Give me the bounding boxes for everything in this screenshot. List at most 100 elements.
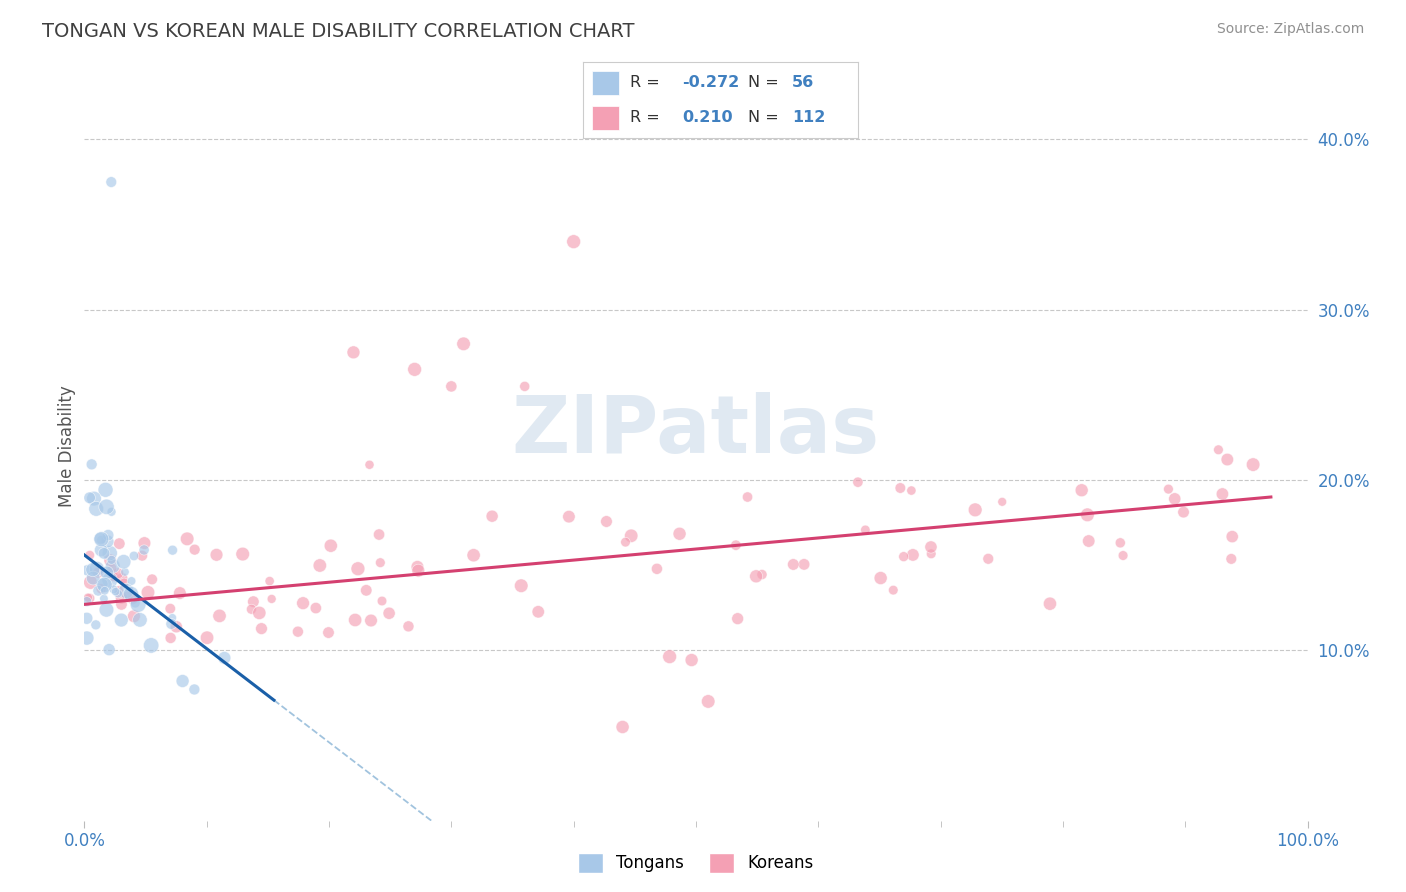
Point (84, 501, 107, 516)
Point (260, 591, 283, 606)
Point (1173, 505, 1195, 519)
Point (889, 481, 911, 495)
Text: 112: 112 (792, 111, 825, 125)
Bar (592, 70, 619, 95)
Point (127, 598, 149, 612)
Point (103, 569, 125, 583)
Point (292, 596, 315, 610)
Point (76, 563, 98, 577)
Point (737, 490, 759, 504)
Point (370, 556, 392, 570)
Point (165, 620, 187, 634)
Point (1109, 536, 1132, 550)
Point (1157, 482, 1180, 496)
Bar (592, 105, 619, 130)
Point (658, 649, 681, 664)
Point (87, 583, 110, 598)
Point (1164, 491, 1187, 506)
Point (612, 720, 634, 734)
Point (371, 594, 394, 608)
Point (793, 558, 815, 572)
Point (406, 560, 429, 574)
Point (136, 585, 159, 599)
Point (724, 538, 747, 552)
Point (893, 549, 915, 564)
Point (1241, 458, 1264, 472)
Point (96, 500, 118, 514)
Point (90, 582, 112, 596)
Point (129, 613, 152, 627)
Point (614, 535, 637, 549)
Point (172, 673, 194, 688)
Point (527, 605, 550, 619)
Point (79, 491, 101, 505)
Point (89, 532, 111, 546)
Point (82, 563, 104, 577)
Point (83, 491, 105, 506)
Point (84, 618, 107, 632)
Point (259, 574, 281, 588)
Point (120, 587, 142, 601)
Point (463, 548, 485, 562)
Point (82, 571, 104, 585)
Text: 56: 56 (792, 76, 814, 90)
Point (1216, 452, 1239, 467)
Point (354, 583, 377, 598)
Text: R =: R = (630, 76, 659, 90)
Point (368, 527, 391, 541)
Point (91, 577, 114, 591)
Point (977, 551, 1000, 566)
Point (183, 542, 205, 557)
Text: N =: N = (748, 111, 779, 125)
Point (1112, 549, 1135, 563)
Point (305, 601, 328, 615)
Point (124, 596, 146, 610)
Point (90, 543, 112, 558)
Legend: Tongans, Koreans: Tongans, Koreans (571, 847, 821, 880)
Point (287, 624, 309, 639)
Point (169, 586, 191, 600)
Point (160, 616, 183, 631)
Point (900, 483, 922, 498)
Point (100, 175, 122, 189)
Point (111, 571, 134, 585)
Text: Source: ZipAtlas.com: Source: ZipAtlas.com (1216, 22, 1364, 37)
Point (94, 583, 117, 598)
Point (727, 612, 749, 626)
Point (668, 526, 690, 541)
Point (162, 543, 184, 558)
Point (242, 595, 264, 609)
Point (697, 694, 720, 708)
Point (991, 495, 1014, 509)
Point (131, 549, 153, 563)
Y-axis label: Male Disability: Male Disability (58, 385, 76, 507)
Point (79, 575, 101, 590)
Point (513, 379, 536, 393)
Text: R =: R = (630, 111, 659, 125)
Point (101, 561, 124, 575)
Point (562, 235, 585, 249)
Point (398, 619, 420, 633)
Point (208, 608, 231, 623)
Point (681, 653, 703, 667)
Point (98, 573, 121, 587)
Point (97, 528, 120, 542)
Point (90, 533, 112, 548)
Point (76, 631, 98, 645)
Point (115, 584, 138, 599)
Point (159, 631, 181, 645)
Point (240, 602, 263, 616)
Point (93, 546, 115, 560)
Point (96, 566, 118, 580)
Point (882, 583, 904, 598)
Point (77, 591, 100, 605)
Point (100, 553, 122, 567)
Point (76, 594, 98, 608)
Point (347, 562, 370, 576)
Point (110, 591, 132, 605)
Point (93, 591, 115, 606)
Point (408, 564, 430, 578)
Point (122, 549, 145, 563)
Point (141, 573, 163, 587)
Point (205, 548, 228, 562)
